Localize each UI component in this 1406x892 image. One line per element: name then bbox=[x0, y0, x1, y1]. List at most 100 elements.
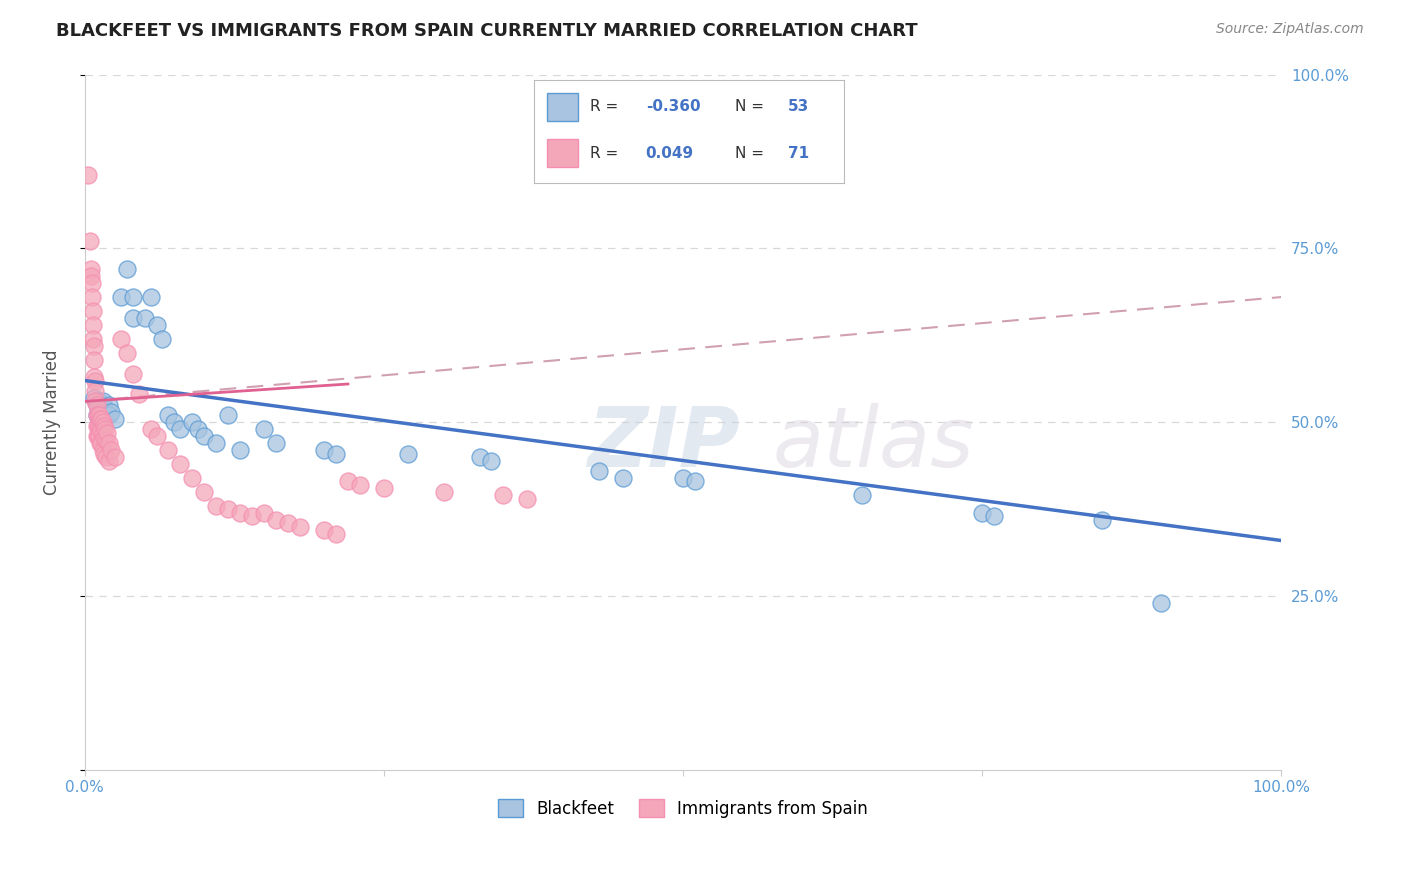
Point bbox=[152, 332, 174, 346]
Point bbox=[87, 418, 110, 433]
Point bbox=[82, 332, 104, 346]
Point bbox=[84, 374, 107, 388]
Point bbox=[87, 409, 110, 423]
Point bbox=[80, 269, 103, 284]
Point bbox=[492, 488, 515, 502]
Point bbox=[253, 506, 276, 520]
Point bbox=[77, 169, 100, 183]
Point bbox=[970, 506, 993, 520]
Text: 71: 71 bbox=[787, 145, 808, 161]
Point bbox=[80, 290, 103, 304]
Point bbox=[91, 394, 114, 409]
Point bbox=[83, 370, 105, 384]
Point bbox=[187, 422, 209, 436]
Point bbox=[349, 478, 371, 492]
Point bbox=[145, 318, 167, 332]
Text: ZIP: ZIP bbox=[588, 402, 740, 483]
Text: Source: ZipAtlas.com: Source: ZipAtlas.com bbox=[1216, 22, 1364, 37]
Point bbox=[163, 415, 186, 429]
Point bbox=[229, 506, 252, 520]
Point bbox=[89, 436, 111, 450]
Point bbox=[96, 450, 118, 464]
Text: -0.360: -0.360 bbox=[645, 99, 700, 114]
Point bbox=[193, 484, 215, 499]
Text: N =: N = bbox=[735, 99, 765, 114]
Point bbox=[481, 453, 503, 467]
Point bbox=[157, 443, 180, 458]
Point bbox=[205, 499, 228, 513]
Point bbox=[169, 422, 191, 436]
Point bbox=[89, 411, 111, 425]
Point bbox=[134, 310, 156, 325]
Point bbox=[86, 429, 108, 443]
Point bbox=[86, 398, 108, 412]
Text: 53: 53 bbox=[787, 99, 810, 114]
Text: 0.049: 0.049 bbox=[645, 145, 693, 161]
Point bbox=[115, 345, 138, 359]
Point bbox=[82, 318, 104, 332]
Point bbox=[97, 409, 120, 423]
Point bbox=[91, 443, 114, 458]
Point bbox=[90, 398, 112, 412]
Point bbox=[104, 450, 127, 464]
Point bbox=[87, 429, 110, 443]
Point bbox=[80, 276, 103, 290]
Point bbox=[94, 422, 117, 436]
Point bbox=[128, 387, 150, 401]
Point bbox=[100, 443, 122, 458]
Point bbox=[851, 488, 873, 502]
Bar bbox=[547, 93, 578, 121]
Point bbox=[139, 290, 162, 304]
Point bbox=[217, 409, 239, 423]
Point bbox=[89, 401, 111, 416]
Point bbox=[110, 332, 132, 346]
Point bbox=[84, 384, 107, 398]
Point bbox=[79, 235, 101, 249]
Point bbox=[97, 398, 120, 412]
Point bbox=[97, 436, 120, 450]
Text: atlas: atlas bbox=[773, 402, 974, 483]
Point bbox=[396, 446, 419, 460]
Point bbox=[468, 450, 491, 464]
Point bbox=[121, 367, 143, 381]
Text: R =: R = bbox=[591, 99, 619, 114]
Point bbox=[169, 457, 191, 471]
Point bbox=[181, 471, 204, 485]
Point bbox=[87, 418, 110, 433]
Point bbox=[253, 422, 276, 436]
Point bbox=[87, 394, 110, 409]
Point bbox=[93, 446, 115, 460]
Point bbox=[312, 523, 335, 537]
Point bbox=[93, 401, 115, 416]
Point bbox=[104, 411, 127, 425]
Point bbox=[277, 516, 299, 530]
Point bbox=[121, 310, 143, 325]
Point bbox=[91, 415, 114, 429]
Y-axis label: Currently Married: Currently Married bbox=[44, 350, 60, 495]
Point bbox=[193, 429, 215, 443]
Point bbox=[97, 453, 120, 467]
Text: N =: N = bbox=[735, 145, 765, 161]
Point bbox=[1091, 513, 1114, 527]
Point bbox=[157, 409, 180, 423]
Point bbox=[312, 443, 335, 458]
Point bbox=[86, 409, 108, 423]
Point bbox=[96, 433, 118, 447]
Point bbox=[612, 471, 634, 485]
Point bbox=[373, 481, 395, 495]
Point bbox=[87, 409, 110, 423]
Point bbox=[336, 475, 359, 489]
Point bbox=[82, 304, 104, 318]
Point bbox=[96, 425, 118, 440]
Point bbox=[89, 411, 111, 425]
Point bbox=[115, 262, 138, 277]
Legend: Blackfeet, Immigrants from Spain: Blackfeet, Immigrants from Spain bbox=[491, 793, 875, 824]
Point bbox=[80, 262, 103, 277]
Point bbox=[90, 411, 112, 425]
Point bbox=[93, 431, 115, 445]
Point bbox=[288, 519, 311, 533]
Point bbox=[91, 415, 114, 429]
Point bbox=[229, 443, 252, 458]
Point bbox=[205, 436, 228, 450]
Point bbox=[90, 424, 112, 438]
